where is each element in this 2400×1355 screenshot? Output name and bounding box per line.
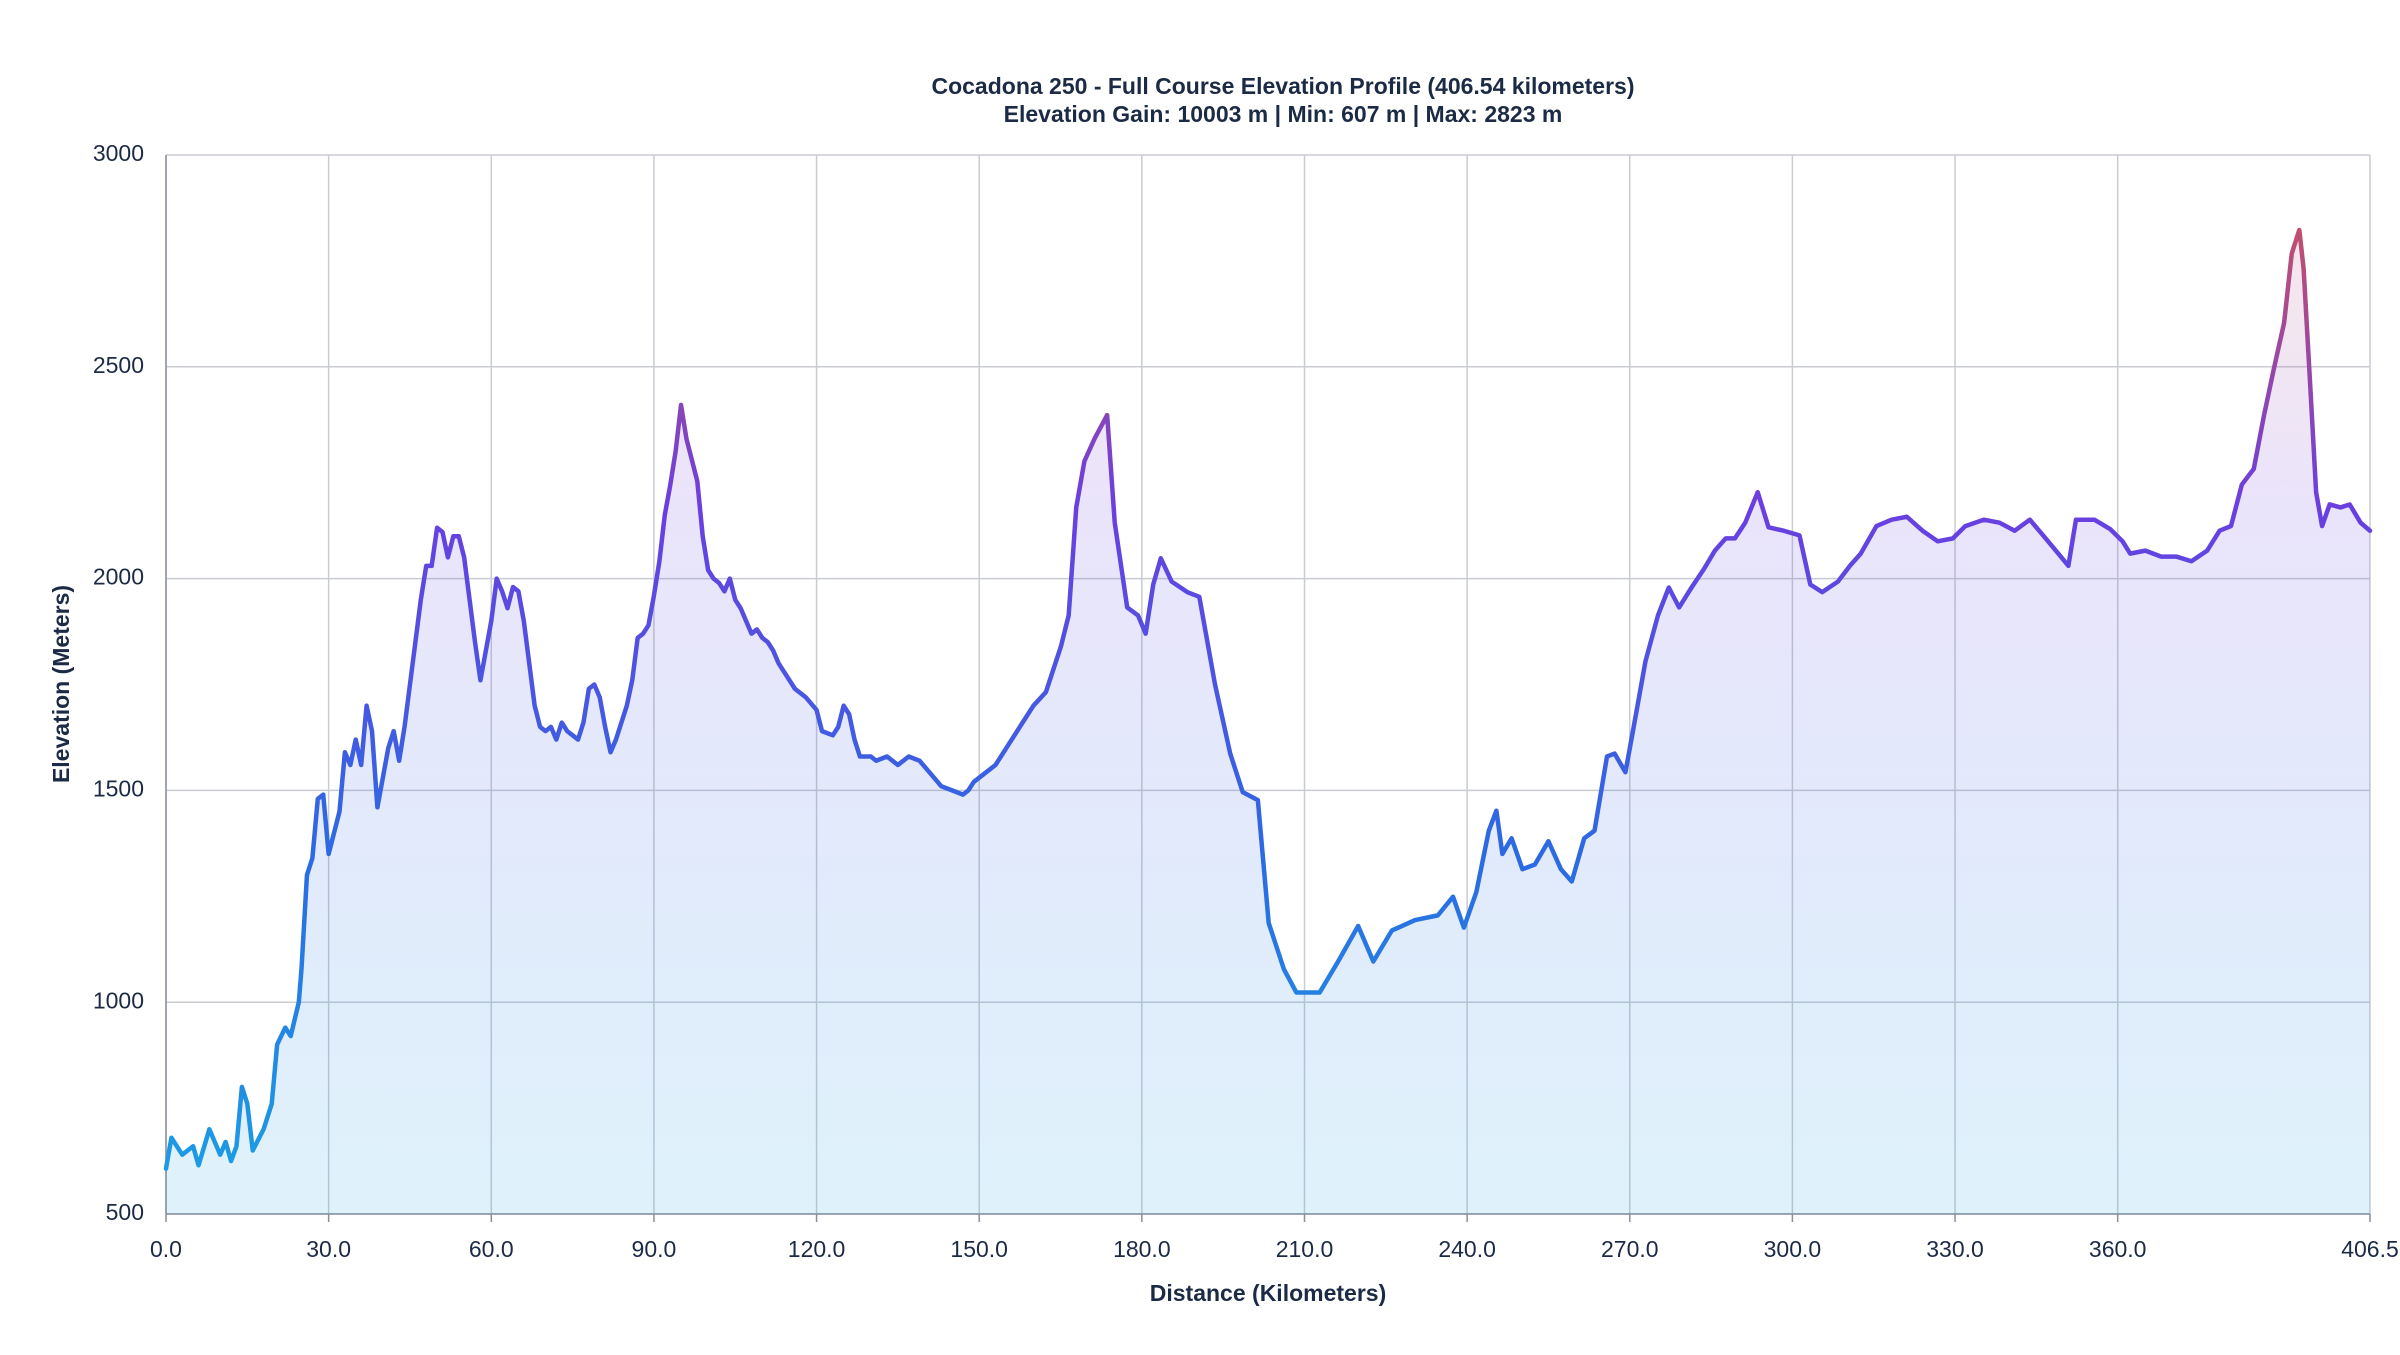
x-tick-label: 0.0: [150, 1236, 182, 1262]
area-fill: [166, 229, 2370, 1215]
y-tick-label: 2000: [93, 564, 144, 590]
x-axis-title: Distance (Kilometers): [1150, 1280, 1386, 1306]
x-tick-label: 180.0: [1113, 1236, 1171, 1262]
x-tick-label: 210.0: [1276, 1236, 1334, 1262]
x-tick-label: 30.0: [306, 1236, 351, 1262]
x-tick-label: 300.0: [1764, 1236, 1822, 1262]
x-tick-label: 60.0: [469, 1236, 514, 1262]
x-tick-label: 120.0: [788, 1236, 846, 1262]
x-tick-label: 406.5: [2341, 1236, 2399, 1262]
x-tick-label: 270.0: [1601, 1236, 1659, 1262]
x-tick-label: 360.0: [2089, 1236, 2147, 1262]
y-axis-title: Elevation (Meters): [48, 585, 74, 783]
x-tick-label: 330.0: [1926, 1236, 1984, 1262]
x-tick-label: 150.0: [950, 1236, 1008, 1262]
y-tick-label: 3000: [93, 140, 144, 166]
x-tick-label: 240.0: [1438, 1236, 1496, 1262]
y-tick-label: 1000: [93, 987, 144, 1013]
x-tick-label: 90.0: [632, 1236, 677, 1262]
chart-subtitle: Elevation Gain: 10003 m | Min: 607 m | M…: [1004, 101, 1563, 127]
y-tick-label: 2500: [93, 352, 144, 378]
y-tick-label: 1500: [93, 775, 144, 801]
chart-title: Cocadona 250 - Full Course Elevation Pro…: [931, 73, 1634, 99]
y-tick-label: 500: [106, 1199, 144, 1225]
elevation-line: [163, 227, 2373, 1171]
